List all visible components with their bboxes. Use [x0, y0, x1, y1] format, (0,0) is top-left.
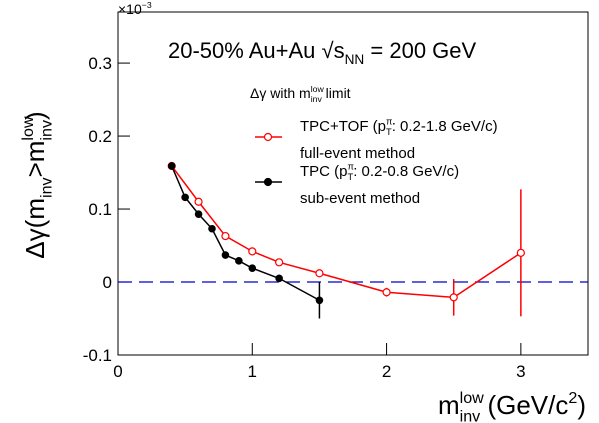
exponent-label-part: ×10 — [118, 1, 142, 17]
chart-title-part: 20-50% Au+Au — [168, 38, 322, 63]
x-axis-label-part: inv — [460, 407, 481, 423]
y-tick-label: 0.3 — [88, 54, 112, 73]
x-tick-label: 0 — [113, 362, 122, 381]
y-axis-label-part: Δγ(m — [20, 198, 50, 259]
data-point — [382, 288, 391, 297]
legend-label-part: : 0.2-0.8 GeV/c) — [353, 163, 459, 180]
legend-title-part: inv — [311, 94, 323, 104]
data-point — [248, 264, 257, 272]
x-axis-label-part: m — [438, 390, 460, 420]
legend-title-part: low — [311, 84, 325, 94]
legend-label-part: T — [386, 127, 392, 137]
legend-label-part: T — [348, 172, 354, 182]
legend-title-part: limit — [322, 85, 351, 101]
legend-label-part: π — [348, 162, 354, 172]
y-axis-label-part: >m — [20, 141, 50, 178]
plot-frame — [117, 11, 589, 356]
y-tick-label: 0.2 — [88, 127, 112, 146]
data-point — [181, 193, 189, 202]
x-axis-label-part: low — [460, 389, 485, 407]
y-tick-label: 0.1 — [88, 200, 112, 219]
legend-label: TPC (pπ T: 0.2-0.8 GeV/c) — [300, 162, 459, 183]
series-line — [171, 165, 522, 299]
exponent-label-part: −3 — [142, 0, 152, 10]
chart-title: 20-50% Au+Au √sNN = 200 GeV — [168, 38, 477, 67]
y-axis-label-part: inv — [37, 120, 55, 141]
x-tick-label: 1 — [248, 362, 257, 381]
series-line — [171, 165, 320, 301]
data-point — [194, 210, 203, 218]
x-tick-label: 2 — [382, 362, 391, 381]
legend-label-part: TPC+TOF (p — [300, 118, 386, 135]
data-point — [167, 162, 176, 170]
x-axis-label-part: 2 — [568, 389, 577, 407]
legend-label-part: : 0.2-1.8 GeV/c) — [392, 118, 498, 135]
exponent-label: ×10−3 — [118, 0, 152, 17]
y-tick-label: -0.1 — [83, 346, 112, 365]
chart-title-part: √ — [322, 38, 335, 63]
legend-label-part: TPC (p — [300, 163, 348, 180]
legend-label: TPC+TOF (pπ T: 0.2-1.8 GeV/c) — [300, 117, 498, 138]
chart-title-part: s — [334, 38, 345, 63]
x-axis-label-part: ) — [577, 390, 586, 420]
data-point — [449, 293, 458, 302]
legend-title-part: Δγ with m — [250, 85, 311, 101]
data-point — [221, 251, 230, 259]
data-point — [516, 248, 525, 257]
data-point — [235, 257, 243, 265]
y-tick-label: 0 — [103, 273, 112, 292]
y-axis-label-part: ) — [20, 111, 50, 120]
x-tick-label: 3 — [516, 362, 525, 381]
legend-title: Δγ with mlow inv limit — [250, 84, 351, 104]
chart-title-part: = 200 GeV — [364, 38, 476, 63]
legend-marker — [263, 177, 273, 187]
data-point — [315, 296, 324, 305]
data-point — [248, 247, 257, 256]
legend-label-part: π — [386, 117, 392, 127]
legend-method: full-event method — [300, 145, 415, 162]
chart-title-part: NN — [345, 52, 365, 67]
data-point — [275, 258, 284, 267]
data-point — [208, 224, 216, 233]
x-axis-label-part: (GeV/c — [480, 390, 568, 420]
y-axis-label-part: inv — [37, 177, 55, 198]
x-axis-label: mlow inv (GeV/c2) — [438, 389, 586, 423]
data-point — [194, 197, 203, 206]
legend-method: sub-event method — [300, 190, 420, 207]
y-axis-label-part: low — [19, 116, 37, 141]
data-point — [221, 231, 230, 241]
y-axis-label: Δγ(minv>mlowinv) — [19, 111, 55, 258]
legend-marker — [263, 132, 273, 142]
data-point — [275, 274, 283, 283]
data-point — [315, 269, 324, 278]
